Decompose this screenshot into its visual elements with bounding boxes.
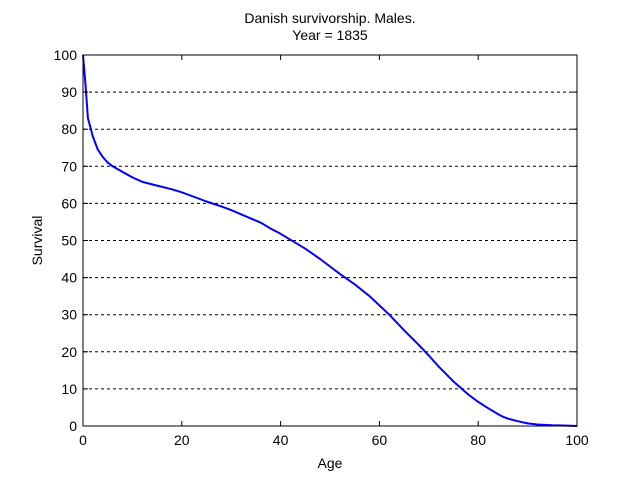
y-tick-label-20: 20 — [61, 344, 77, 360]
chart-subtitle: Year = 1835 — [292, 27, 368, 43]
y-tick-label-50: 50 — [61, 233, 77, 249]
y-tick-label-90: 90 — [61, 84, 77, 100]
x-tick-label-20: 20 — [174, 432, 190, 448]
y-tick-label-10: 10 — [61, 381, 77, 397]
chart-title: Danish survivorship. Males. — [244, 10, 416, 26]
x-tick-label-0: 0 — [79, 432, 87, 448]
y-tick-label-100: 100 — [54, 47, 78, 63]
y-tick-label-40: 40 — [61, 270, 77, 286]
y-tick-label-60: 60 — [61, 195, 77, 211]
y-tick-label-70: 70 — [61, 158, 77, 174]
y-tick-label-80: 80 — [61, 121, 77, 137]
survival-curve-line — [82, 54, 578, 427]
y-axis-label: Survival — [29, 216, 45, 266]
y-tick-label-30: 30 — [61, 307, 77, 323]
x-tick-label-100: 100 — [565, 432, 589, 448]
x-tick-label-60: 60 — [372, 432, 388, 448]
y-tick-label-0: 0 — [69, 418, 77, 434]
x-axis-label: Age — [318, 455, 343, 471]
x-tick-label-40: 40 — [273, 432, 289, 448]
x-tick-label-80: 80 — [470, 432, 486, 448]
